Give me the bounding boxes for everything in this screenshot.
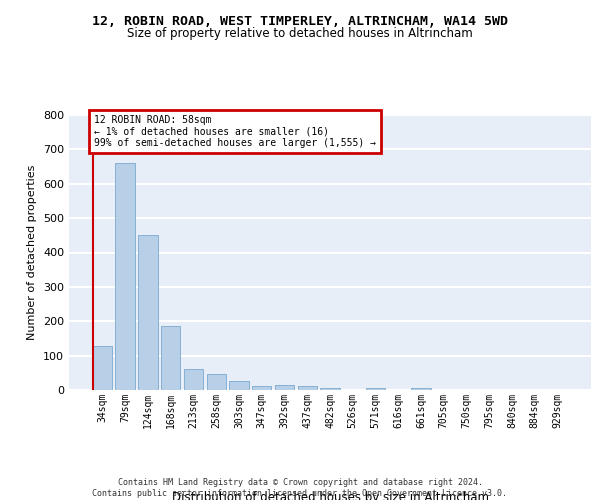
Bar (138, 234, 158, 390)
Bar (115, 163, 135, 390)
X-axis label: Distribution of detached houses by size in Altrincham: Distribution of detached houses by size … (172, 490, 488, 500)
Text: 12 ROBIN ROAD: 58sqm
← 1% of detached houses are smaller (16)
99% of semi-detach: 12 ROBIN ROAD: 58sqm ← 1% of detached ho… (94, 115, 376, 148)
Bar (320, 388, 340, 390)
Bar (298, 386, 317, 390)
Text: Contains HM Land Registry data © Crown copyright and database right 2024.
Contai: Contains HM Land Registry data © Crown c… (92, 478, 508, 498)
Bar (93, 346, 112, 390)
Bar (161, 326, 181, 390)
Bar (229, 381, 248, 390)
Bar (252, 386, 271, 390)
Text: Size of property relative to detached houses in Altrincham: Size of property relative to detached ho… (127, 28, 473, 40)
Bar (366, 388, 385, 390)
Bar (412, 388, 431, 390)
Y-axis label: Number of detached properties: Number of detached properties (28, 165, 37, 340)
Bar (275, 385, 294, 390)
Text: 12, ROBIN ROAD, WEST TIMPERLEY, ALTRINCHAM, WA14 5WD: 12, ROBIN ROAD, WEST TIMPERLEY, ALTRINCH… (92, 15, 508, 28)
Bar (184, 368, 203, 390)
Bar (206, 374, 226, 390)
